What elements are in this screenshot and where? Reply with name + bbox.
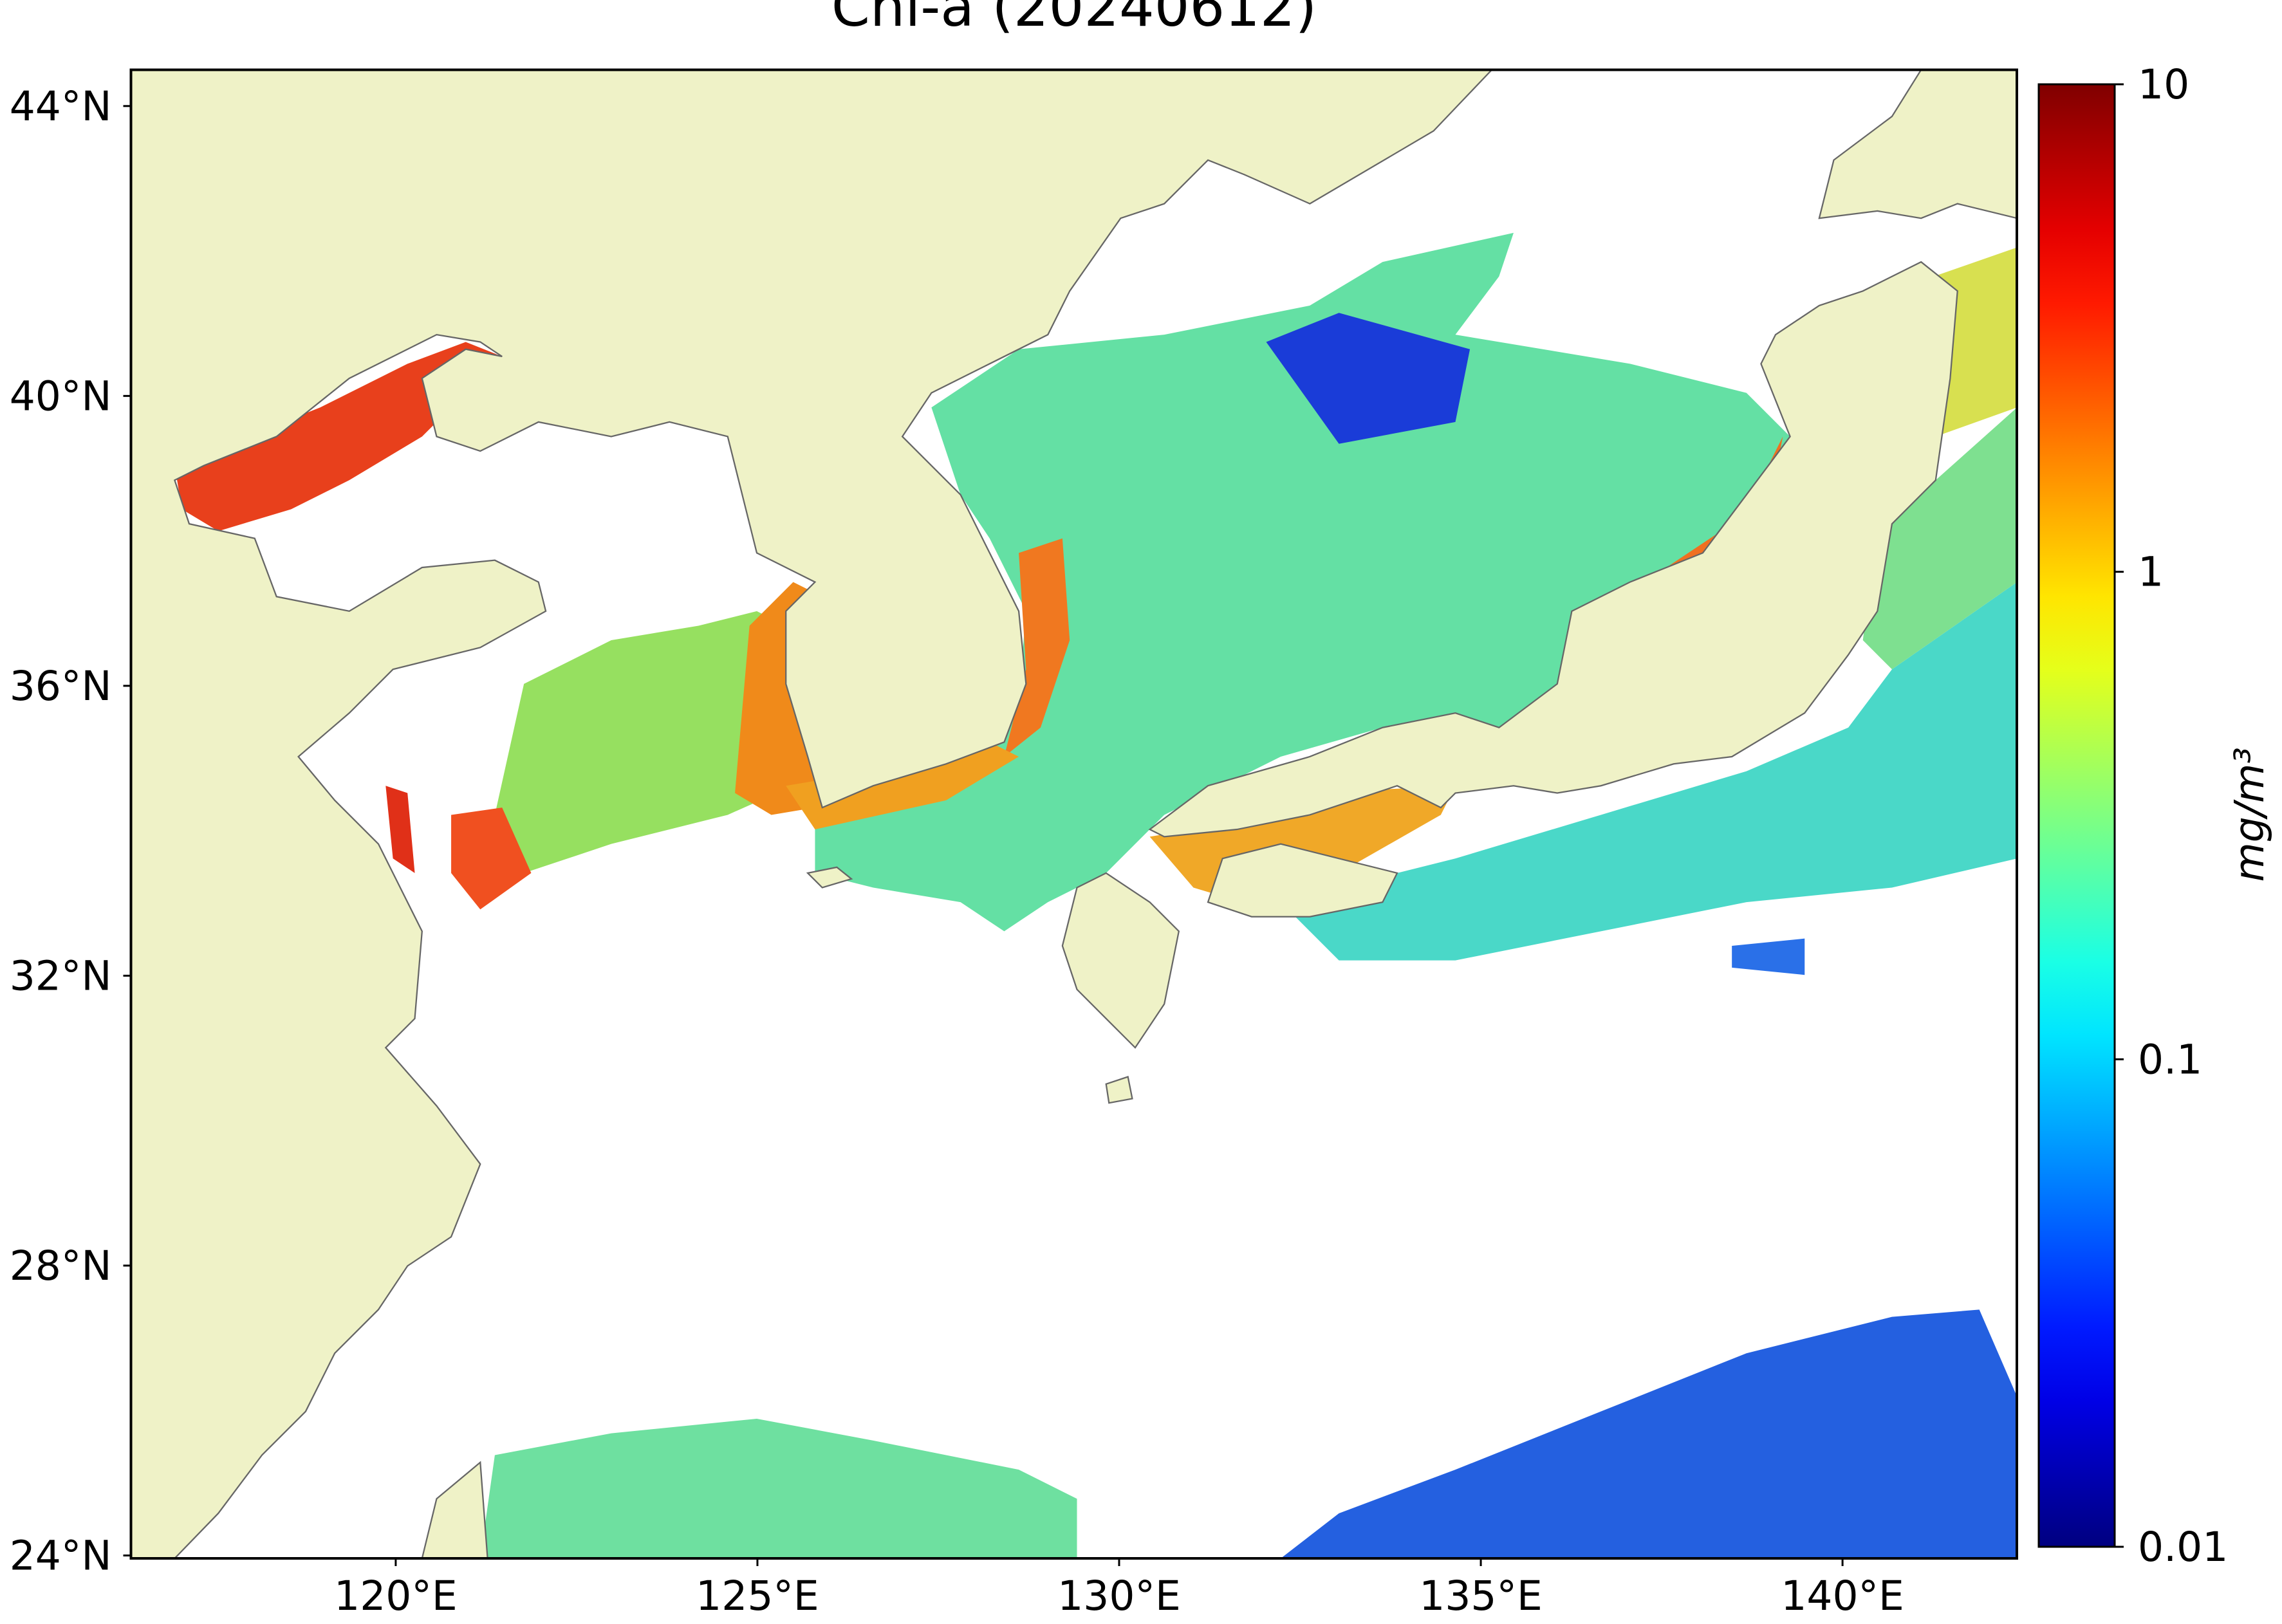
x-tick-label: 140°E — [1781, 1573, 1904, 1619]
x-tick-label: 130°E — [1057, 1573, 1181, 1619]
colorbar-tick-label: 0.1 — [2138, 1036, 2202, 1083]
chlorophyll-field — [174, 232, 2017, 1558]
land — [131, 69, 2017, 1558]
colorbar-label: mg/m³ — [2226, 747, 2273, 881]
y-tick-label: 24°N — [10, 1532, 112, 1579]
y-tick-label: 32°N — [10, 952, 112, 999]
x-tick-label: 125°E — [696, 1573, 819, 1619]
map-layers — [131, 69, 2017, 1558]
y-tick-label: 40°N — [10, 373, 112, 420]
y-tick-label: 28°N — [10, 1242, 112, 1289]
axes: 120°E 125°E 130°E 135°E 140°E 24°N 28°N 32°N 36°… — [10, 61, 2229, 1619]
colorbar — [2037, 83, 2116, 1548]
colorbar-tick-label: 10 — [2138, 61, 2189, 108]
x-tick-label: 120°E — [334, 1573, 458, 1619]
title: Chl-a (20240612) — [831, 0, 1317, 39]
colorbar-tick-label: 1 — [2138, 549, 2164, 596]
y-tick-label: 36°N — [10, 663, 112, 710]
plot-frame — [129, 68, 2018, 1560]
y-tick-label: 44°N — [10, 83, 112, 130]
x-tick-label: 135°E — [1419, 1573, 1543, 1619]
colorbar-tick-label: 0.01 — [2138, 1524, 2228, 1571]
